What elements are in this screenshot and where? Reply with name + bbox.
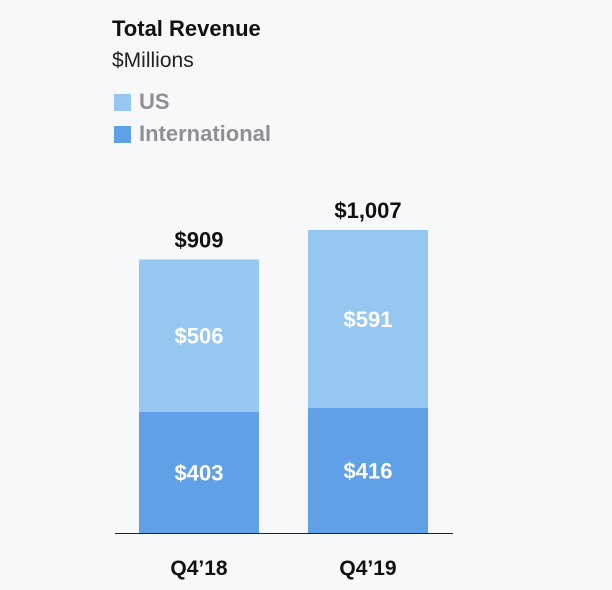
total-label-q418: $909 <box>175 227 224 252</box>
legend: US International <box>114 86 271 150</box>
legend-label-us: US <box>139 89 170 114</box>
bar-us-q418 <box>139 259 259 412</box>
data-label-international-q419: $416 <box>344 458 393 483</box>
legend-label-international: International <box>139 121 272 146</box>
chart-title: Total Revenue <box>112 16 261 41</box>
total-label-q419: $1,007 <box>334 198 401 223</box>
legend-item-us: US <box>114 86 271 118</box>
x-tick-label-q419: Q4’19 <box>339 557 396 580</box>
legend-item-international: International <box>114 118 271 150</box>
bar-international-q419 <box>308 407 428 533</box>
bar-international-q418 <box>139 411 259 533</box>
data-label-us-q418: $506 <box>175 324 224 349</box>
chart-subtitle: $Millions <box>112 49 194 72</box>
data-label-international-q418: $403 <box>175 460 224 485</box>
x-tick-label-q418: Q4’18 <box>170 557 228 580</box>
legend-swatch-international <box>114 125 131 143</box>
bar-us-q419 <box>308 230 428 408</box>
data-label-us-q419: $591 <box>344 307 393 332</box>
legend-swatch-us <box>114 93 131 111</box>
